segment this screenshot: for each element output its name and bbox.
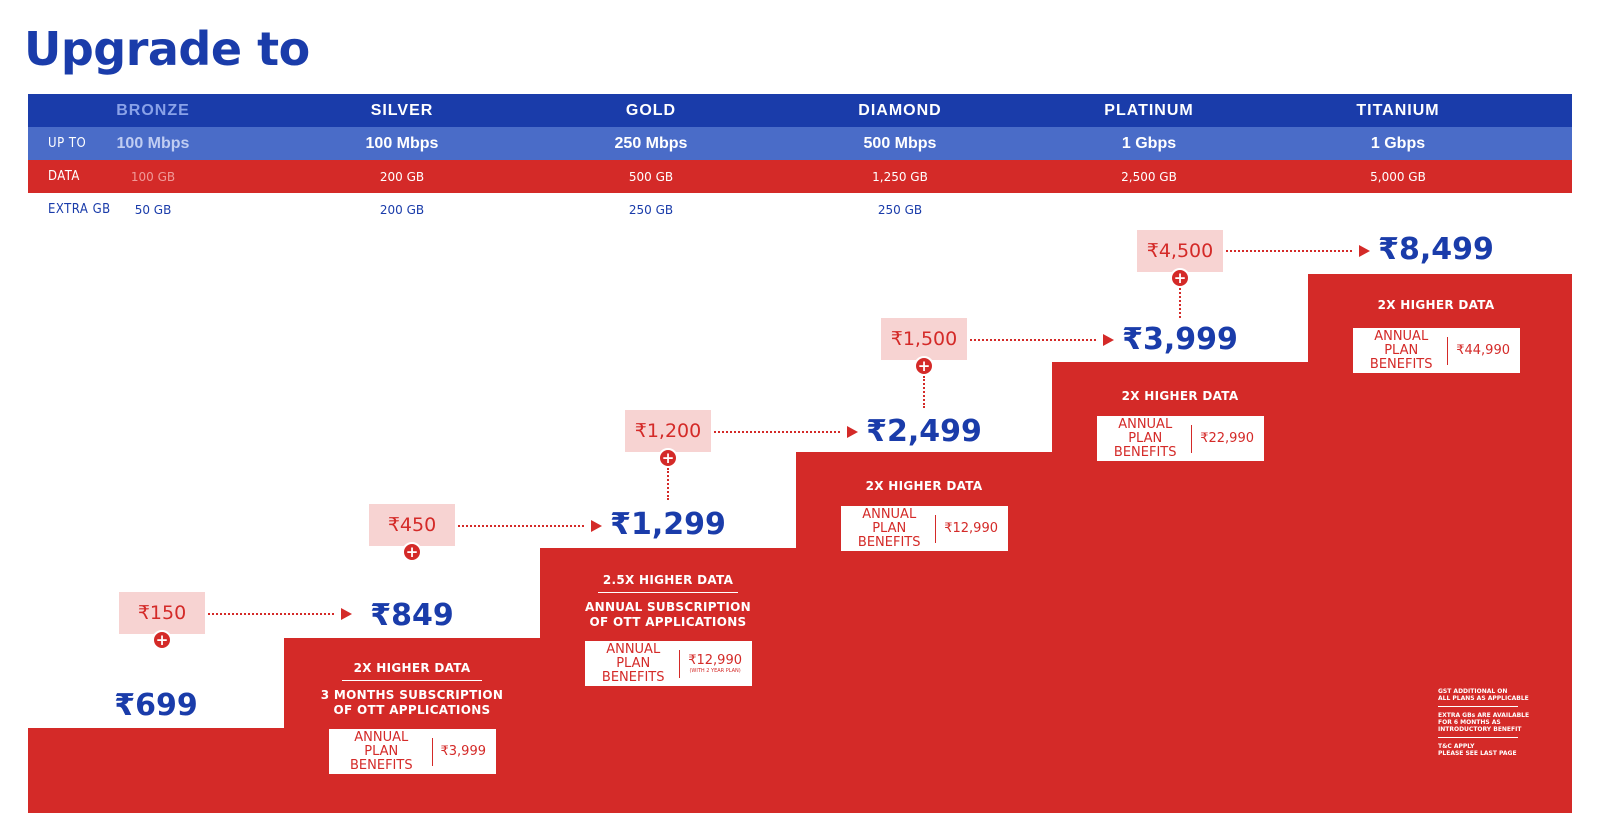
benefit-separator xyxy=(1447,336,1449,365)
speed-titanium: 1 Gbps xyxy=(1370,134,1426,152)
footnote-tc: T&C APPLY PLEASE SEE LAST PAGE xyxy=(1438,743,1517,757)
arrow-icon xyxy=(591,520,602,532)
addon-diamond: ₹1,200 xyxy=(625,410,711,452)
speed-gold: 250 Mbps xyxy=(614,134,688,152)
annual-plan-label: ANNUAL PLAN BENEFITS xyxy=(1369,328,1433,372)
feature-titanium-1: 2X HIGHER DATA xyxy=(1377,298,1495,312)
connector-dots xyxy=(923,376,925,408)
feature-silver-1: 2X HIGHER DATA xyxy=(353,661,471,675)
extra-gb-row: EXTRA GB 50 GB 200 GB 250 GB 250 GB xyxy=(28,193,1572,226)
arrow-icon xyxy=(847,426,858,438)
up-to-label: UP TO xyxy=(48,136,87,151)
divider xyxy=(598,592,738,593)
plan-names-row: BRONZE SILVER GOLD DIAMOND PLATINUM TITA… xyxy=(28,94,1572,127)
arrow-dots xyxy=(1226,250,1352,252)
price-bronze: ₹699 xyxy=(114,688,198,723)
arrow-dots xyxy=(458,525,584,527)
arrow-dots xyxy=(208,613,334,615)
speed-platinum: 1 Gbps xyxy=(1121,134,1177,152)
page-title: Upgrade to xyxy=(24,22,310,76)
data-gold: 500 GB xyxy=(628,169,674,184)
extra-silver: 200 GB xyxy=(379,202,425,217)
speed-silver: 100 Mbps xyxy=(365,134,439,152)
footnote-extra-gb: EXTRA GBs ARE AVAILABLE FOR 6 MONTHS AS IN… xyxy=(1438,712,1530,733)
plan-name-gold: GOLD xyxy=(625,101,677,119)
plan-name-bronze: BRONZE xyxy=(116,101,190,119)
feature-platinum-1: 2X HIGHER DATA xyxy=(1121,389,1239,403)
annual-plan-label: ANNUAL PLAN BENEFITS xyxy=(857,506,921,550)
extra-gb-label: EXTRA GB xyxy=(48,202,111,217)
addon-silver: ₹150 xyxy=(119,592,205,634)
arrow-icon xyxy=(1103,334,1114,346)
speed-row: UP TO 100 Mbps 100 Mbps 250 Mbps 500 Mbp… xyxy=(28,127,1572,160)
annual-benefit-value: ₹3,999 xyxy=(440,744,487,759)
annual-benefit-titanium: ANNUAL PLAN BENEFITS ₹44,990 xyxy=(1353,328,1520,373)
annual-benefit-value: ₹12,990 (WITH 2 YEAR PLAN) xyxy=(688,653,742,674)
feature-diamond-1: 2X HIGHER DATA xyxy=(865,479,983,493)
benefit-separator xyxy=(1191,424,1193,453)
annual-benefit-platinum: ANNUAL PLAN BENEFITS ₹22,990 xyxy=(1097,416,1264,461)
speed-bronze: 100 Mbps xyxy=(116,134,190,152)
feature-gold-3: OF OTT APPLICATIONS xyxy=(589,615,747,629)
annual-plan-label: ANNUAL PLAN BENEFITS xyxy=(1113,416,1177,460)
data-platinum: 2,500 GB xyxy=(1121,169,1177,184)
price-platinum: ₹3,999 xyxy=(1122,322,1238,357)
arrow-icon xyxy=(1359,245,1370,257)
data-row: DATA 100 GB 200 GB 500 GB 1,250 GB 2,500… xyxy=(28,160,1572,193)
plus-icon: + xyxy=(402,542,422,562)
data-silver: 200 GB xyxy=(379,169,425,184)
annual-benefit-silver: ANNUAL PLAN BENEFITS ₹3,999 xyxy=(329,729,496,774)
data-label: DATA xyxy=(48,169,80,184)
annual-benefit-value: ₹44,990 xyxy=(1456,343,1510,358)
feature-gold-2: ANNUAL SUBSCRIPTION xyxy=(585,600,751,614)
footnote-divider xyxy=(1438,737,1518,738)
annual-benefit-gold: ANNUAL PLAN BENEFITS ₹12,990 (WITH 2 YEAR … xyxy=(585,641,752,686)
data-bronze: 100 GB xyxy=(130,169,176,184)
arrow-dots xyxy=(970,339,1096,341)
feature-silver-2: 3 MONTHS SUBSCRIPTION xyxy=(320,688,504,702)
price-gold: ₹1,299 xyxy=(610,507,726,542)
plus-icon: + xyxy=(1170,268,1190,288)
annual-plan-label: ANNUAL PLAN BENEFITS xyxy=(601,641,665,685)
benefit-separator xyxy=(935,514,937,543)
benefit-separator xyxy=(431,737,433,766)
footnote-gst: GST ADDITIONAL ON ALL PLANS AS APPLICABLE xyxy=(1438,688,1529,702)
annual-plan-label: ANNUAL PLAN BENEFITS xyxy=(350,729,413,773)
plan-name-titanium: TITANIUM xyxy=(1356,101,1440,119)
connector-dots xyxy=(1179,288,1181,318)
annual-benefit-diamond: ANNUAL PLAN BENEFITS ₹12,990 xyxy=(841,506,1008,551)
feature-gold-1: 2.5X HIGHER DATA xyxy=(602,573,734,587)
extra-bronze: 50 GB xyxy=(134,202,172,217)
price-diamond: ₹2,499 xyxy=(866,414,982,449)
data-diamond: 1,250 GB xyxy=(872,169,928,184)
plan-name-diamond: DIAMOND xyxy=(858,101,942,119)
plan-name-silver: SILVER xyxy=(370,101,434,119)
extra-diamond: 250 GB xyxy=(877,202,923,217)
divider xyxy=(342,680,482,681)
annual-benefit-value: ₹22,990 xyxy=(1200,431,1254,446)
speed-diamond: 500 Mbps xyxy=(863,134,937,152)
plan-name-platinum: PLATINUM xyxy=(1104,101,1194,119)
addon-platinum: ₹1,500 xyxy=(881,318,967,360)
annual-benefit-value: ₹12,990 xyxy=(944,521,998,536)
price-titanium: ₹8,499 xyxy=(1378,232,1494,267)
plus-icon: + xyxy=(914,356,934,376)
feature-silver-3: OF OTT APPLICATIONS xyxy=(333,703,491,717)
footnote-divider xyxy=(1438,706,1518,707)
connector-dots xyxy=(667,468,669,500)
plus-icon: + xyxy=(152,630,172,650)
arrow-icon xyxy=(341,608,352,620)
data-titanium: 5,000 GB xyxy=(1370,169,1426,184)
price-silver: ₹849 xyxy=(370,598,454,633)
arrow-dots xyxy=(714,431,840,433)
addon-titanium: ₹4,500 xyxy=(1137,230,1223,272)
addon-gold: ₹450 xyxy=(369,504,455,546)
extra-gold: 250 GB xyxy=(628,202,674,217)
benefit-separator xyxy=(679,649,681,678)
plus-icon: + xyxy=(658,448,678,468)
